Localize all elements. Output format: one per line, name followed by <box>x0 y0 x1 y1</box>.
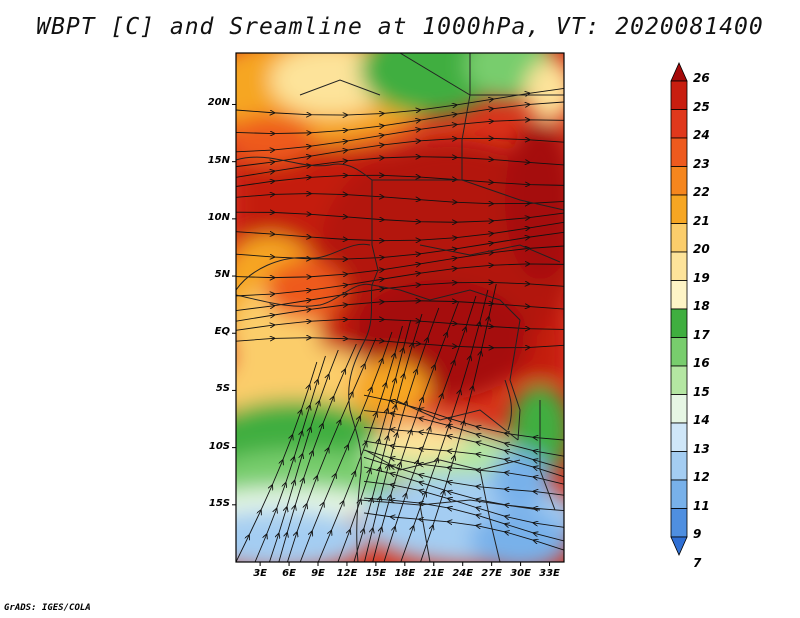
colorbar-label: 23 <box>693 156 710 171</box>
colorbar-label: 26 <box>693 71 710 85</box>
country-borders <box>236 53 564 562</box>
lat-tick-label: 5N <box>214 269 230 281</box>
streamline <box>236 194 564 204</box>
colorbar-segment <box>670 62 688 82</box>
colorbar-label: 25 <box>693 99 710 114</box>
colorbar-segment <box>670 280 688 310</box>
streamlines <box>236 87 564 562</box>
colorbar-segment <box>670 337 688 367</box>
colorbar-segment <box>670 365 688 395</box>
colorbar-label: 24 <box>693 128 710 142</box>
lon-tick-label: 21E <box>423 568 445 579</box>
colorbar-segment <box>670 109 688 139</box>
colorbar-segment <box>670 394 688 424</box>
lat-tick-label: EQ <box>214 326 230 338</box>
streamline <box>363 512 564 551</box>
colorbar-label: 14 <box>693 413 710 427</box>
colorbar-segment <box>670 422 688 452</box>
lat-tick-label: 10N <box>207 211 230 223</box>
streamline <box>236 175 564 186</box>
colorbar-segment <box>670 479 688 509</box>
colorbar-label: 22 <box>693 185 710 199</box>
lon-tick-label: 30E <box>510 568 531 579</box>
lon-tick-label: 27E <box>481 568 503 579</box>
footer-credit: GrADS: IGES/COLA <box>4 603 91 613</box>
streamline <box>236 319 564 330</box>
colorbar-segment <box>670 194 688 224</box>
colorbar-label: 15 <box>693 384 710 399</box>
colorbar-label: 9 <box>693 527 702 541</box>
colorbar-segment <box>670 536 688 556</box>
colorbar-segment <box>670 251 688 281</box>
colorbar-segment <box>670 223 688 253</box>
lon-tick-label: 33E <box>539 568 560 579</box>
lon-tick-label: 18E <box>394 568 416 579</box>
chart-title: WBPT [C] and Sreamline at 1000hPa, VT: 2… <box>36 14 764 40</box>
lat-tick-label: 15S <box>208 497 230 509</box>
streamline <box>236 301 564 322</box>
lon-tick-label: 24E <box>452 568 474 579</box>
colorbar-label: 11 <box>693 498 710 513</box>
colorbar-segment <box>670 308 688 338</box>
colorbar-label: 17 <box>693 327 710 342</box>
map-border <box>235 52 565 563</box>
lon-tick-label: 3E <box>253 568 267 579</box>
lat-tick-label: 5S <box>215 383 230 395</box>
colorbar-label: 21 <box>693 213 710 228</box>
lat-tick-label: 20N <box>207 97 230 109</box>
lon-tick-label: 6E <box>282 568 296 579</box>
streamline <box>236 338 564 348</box>
colorbar <box>670 62 688 556</box>
colorbar-label: 12 <box>693 470 710 484</box>
colorbar-label: 19 <box>693 270 710 285</box>
colorbar-label: 16 <box>693 356 710 370</box>
colorbar-label: 20 <box>693 242 710 256</box>
streamline <box>236 212 564 222</box>
colorbar-label: 7 <box>693 555 702 570</box>
lon-tick-label: 12E <box>336 568 358 579</box>
lon-tick-label: 9E <box>311 568 325 579</box>
colorbar-segment <box>670 166 688 196</box>
streamline <box>236 157 564 178</box>
lon-tick-label: 15E <box>365 568 387 579</box>
colorbar-label: 18 <box>693 299 710 313</box>
colorbar-segment <box>670 451 688 481</box>
lat-tick-label: 15N <box>207 154 230 166</box>
colorbar-label: 13 <box>693 441 710 456</box>
colorbar-segment <box>670 137 688 167</box>
colorbar-segment <box>670 80 688 110</box>
colorbar-segment <box>670 508 688 538</box>
wbpt-field <box>236 53 564 562</box>
lat-tick-label: 10S <box>208 440 230 452</box>
